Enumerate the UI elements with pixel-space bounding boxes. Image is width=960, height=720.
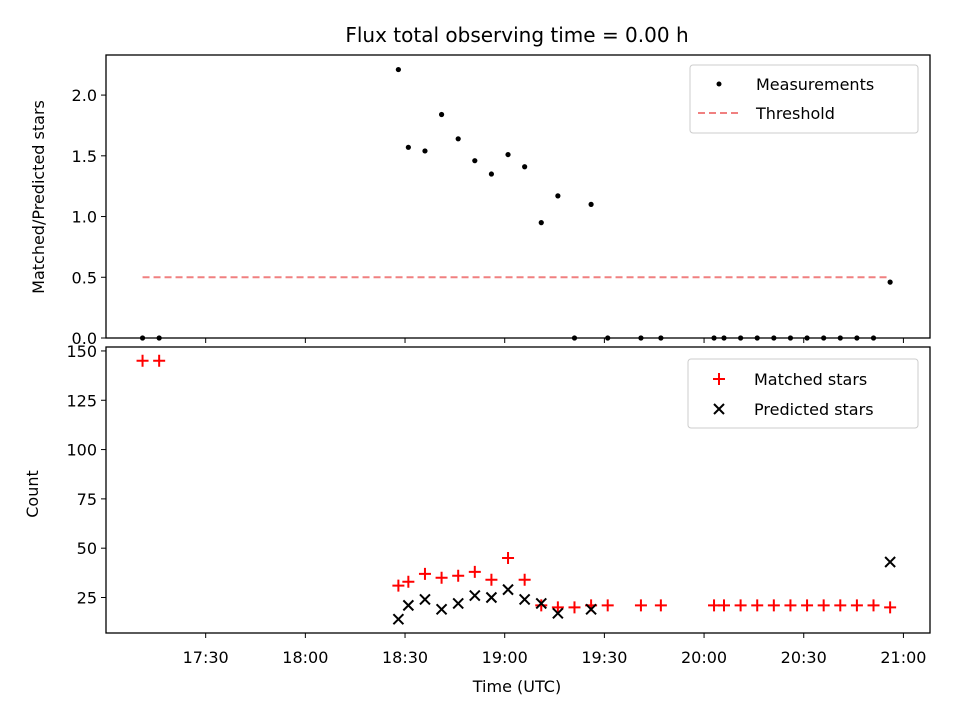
matched-star-point: [767, 599, 780, 612]
matched-star-point: [817, 599, 830, 612]
matched-star-point: [734, 599, 747, 612]
predicted-star-point: [502, 583, 514, 596]
predicted-star-point: [435, 603, 448, 616]
legend-matched-label: Matched stars: [754, 370, 867, 389]
y-tick-label: 125: [66, 391, 97, 410]
bottom-legend-box: [687, 358, 919, 429]
bottom-plot-frame: [105, 346, 931, 634]
top-marks: [139, 66, 893, 341]
legend-threshold-label: Threshold: [755, 104, 835, 123]
measurement-point: [455, 136, 461, 142]
matched-star-point: [153, 354, 166, 367]
x-axis-label: Time (UTC): [472, 677, 561, 696]
matched-star-point: [518, 573, 531, 586]
matched-star-point: [751, 599, 764, 612]
measurement-point: [555, 193, 561, 199]
bottom-panel: 25 50 75 100 125 150 17:30 18:00 18:30 19:00 19:3…: [23, 342, 931, 696]
predicted-star-point: [585, 603, 597, 616]
chart-title: Flux total observing time = 0.00 h: [345, 23, 688, 47]
legend-predicted-label: Predicted stars: [754, 400, 874, 419]
matched-star-point: [801, 599, 814, 612]
matched-star-point: [535, 599, 548, 612]
matched-star-point: [884, 601, 897, 614]
predicted-star-point: [518, 593, 531, 606]
predicted-star-point: [884, 556, 896, 568]
measurement-point: [438, 111, 445, 118]
top-x-ticks: [205, 338, 904, 343]
y-tick-label: 75: [77, 490, 97, 509]
bottom-y-axis-label: Count: [23, 470, 42, 518]
matched-star-point: [136, 354, 149, 367]
matched-star-point: [654, 599, 667, 612]
matched-star-point: [485, 573, 498, 586]
measurement-point: [538, 220, 544, 226]
y-tick-label: 150: [66, 342, 97, 361]
x-tick-label: 18:30: [382, 648, 428, 667]
y-tick-label: 50: [77, 539, 97, 558]
x-tick-label: 17:30: [183, 648, 229, 667]
top-y-axis-label: Matched/Predicted stars: [29, 100, 48, 294]
legend-measurements-label: Measurements: [756, 75, 874, 94]
top-y-ticks: 0.0 0.5 1.0 1.5 2.0: [72, 86, 106, 348]
x-tick-label: 19:00: [482, 648, 528, 667]
predicted-star-point: [419, 593, 431, 606]
matched-star-point: [718, 599, 730, 612]
top-plot-frame: [105, 54, 931, 339]
predicted-star-point: [402, 599, 415, 612]
x-tick-label: 19:30: [581, 648, 627, 667]
legend-matched-marker: [713, 373, 725, 385]
y-tick-label: 0.0: [72, 329, 97, 348]
matched-star-point: [634, 599, 647, 612]
measurement-point: [588, 201, 594, 207]
matched-star-point: [834, 599, 847, 612]
x-tick-label: 18:00: [282, 648, 328, 667]
legend-measurements-marker: [716, 81, 722, 87]
predicted-star-point: [469, 589, 481, 602]
matched-star-point: [784, 599, 797, 612]
measurement-point: [522, 164, 528, 170]
bottom-legend: Matched stars Predicted stars: [687, 358, 919, 429]
x-tick-label: 20:00: [681, 648, 727, 667]
top-legend-box: [689, 64, 919, 134]
top-panel: 0.00.51.01.52.0 Matched/Predicted stars …: [29, 54, 931, 348]
matched-star-point: [568, 601, 581, 614]
matched-star-point: [452, 569, 465, 582]
matched-star-point: [867, 599, 880, 612]
measurement-point: [887, 279, 893, 285]
predicted-star-point: [452, 597, 464, 610]
bottom-x-ticks: 17:30 18:00 18:30 19:00 19:30 20:00 20:30 21:00: [183, 633, 926, 667]
measurement-point: [505, 151, 511, 158]
predicted-star-point: [392, 613, 405, 625]
matched-star-point: [551, 601, 564, 614]
predicted-star-point: [535, 597, 547, 610]
measurement-point: [422, 148, 428, 154]
y-tick-label: 0.5: [72, 268, 97, 287]
x-tick-label: 21:00: [880, 648, 926, 667]
matched-star-point: [850, 599, 863, 612]
x-tick-label: 20:30: [781, 648, 827, 667]
legend-predicted-marker: [713, 403, 725, 415]
matched-star-point: [402, 575, 415, 588]
predicted-star-point: [485, 591, 498, 604]
y-tick-label: 1.0: [72, 208, 97, 227]
matched-star-point: [601, 599, 614, 612]
matched-star-point: [418, 567, 431, 580]
matched-star-point: [392, 579, 405, 592]
matched-star-point: [435, 571, 448, 584]
predicted-star-point: [552, 607, 564, 619]
measurement-point: [472, 158, 478, 164]
y-tick-label: 2.0: [72, 86, 97, 105]
y-tick-label: 1.5: [72, 147, 97, 166]
matched-star-point: [468, 565, 481, 578]
bottom-y-ticks: 25 50 75 100 125 150: [66, 342, 106, 607]
matched-star-point: [502, 552, 515, 565]
measurement-point: [488, 171, 495, 177]
measurement-point: [405, 144, 411, 150]
measurement-point: [395, 66, 401, 73]
bottom-marks: [136, 354, 897, 625]
y-tick-label: 100: [66, 441, 97, 460]
top-legend: Measurements Threshold: [689, 64, 919, 134]
y-tick-label: 25: [77, 588, 97, 607]
